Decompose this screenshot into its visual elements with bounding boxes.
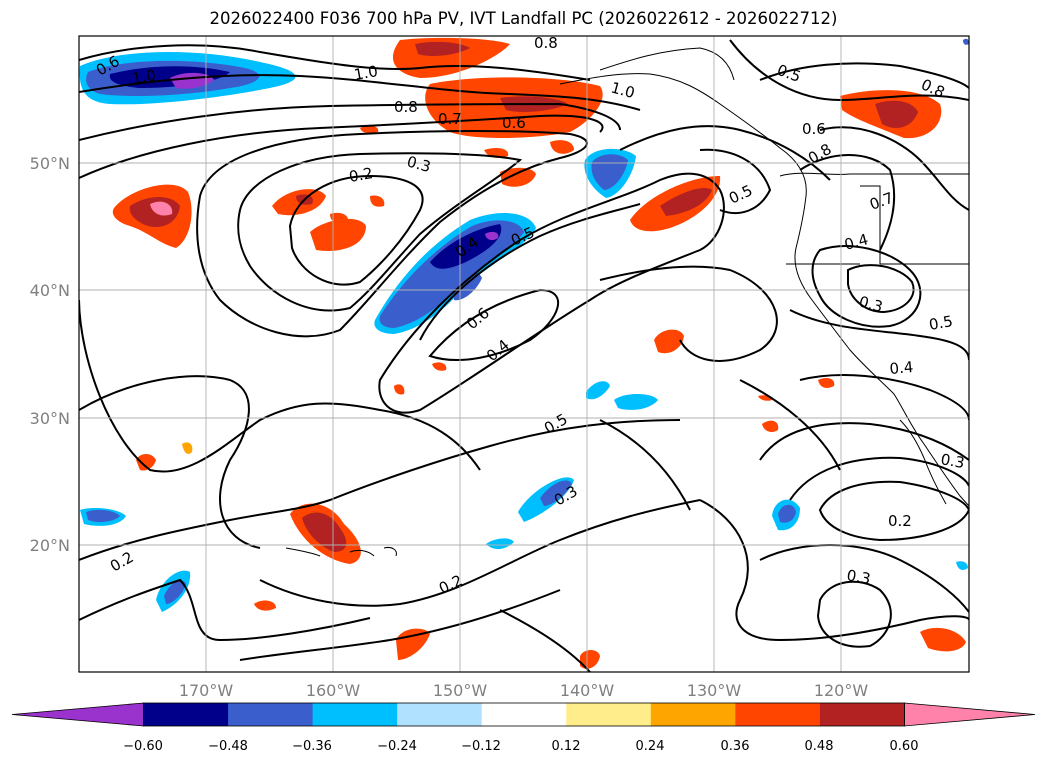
contour-label: 1.0 bbox=[609, 78, 637, 102]
contour-label: 0.6 bbox=[802, 120, 826, 138]
lon-tick-label: 150°W bbox=[433, 681, 488, 700]
colorbar-segment bbox=[566, 703, 652, 726]
colorbar-tick-label: −0.24 bbox=[377, 739, 417, 754]
colorbar-segment bbox=[650, 703, 736, 726]
lon-tick-label: 160°W bbox=[306, 681, 361, 700]
colorbar-tick-label: −0.36 bbox=[292, 739, 332, 754]
colorbar-tick-label: 0.60 bbox=[890, 739, 919, 754]
colorbar-tick-label: 0.12 bbox=[552, 739, 581, 754]
colorbar-segment bbox=[228, 703, 314, 726]
map-background bbox=[79, 36, 969, 672]
pv-contours bbox=[79, 39, 969, 672]
contour-label: 0.4 bbox=[842, 230, 870, 254]
colorbar-segment bbox=[735, 703, 821, 726]
colorbar-tick-label: −0.12 bbox=[461, 739, 501, 754]
contour-label: 1.0 bbox=[353, 62, 380, 84]
contour-label: 0.7 bbox=[438, 110, 462, 128]
contour-label: 0.8 bbox=[394, 98, 418, 116]
lat-tick-label: 20°N bbox=[30, 536, 70, 555]
gridlines bbox=[79, 36, 969, 672]
colorbar-segment bbox=[397, 703, 483, 726]
lat-tick-label: 30°N bbox=[30, 409, 70, 428]
colorbar-tick-label: −0.60 bbox=[123, 739, 163, 754]
colorbar-extend-max bbox=[904, 702, 1036, 727]
contour-label: 0.3 bbox=[405, 152, 433, 176]
lon-tick-label: 120°W bbox=[814, 681, 869, 700]
contour-label: 0.3 bbox=[939, 450, 966, 472]
lat-tick-label: 40°N bbox=[30, 281, 70, 300]
contour-label: 0.5 bbox=[928, 312, 955, 334]
contour-label: 0.4 bbox=[889, 358, 914, 378]
contour-label: 0.8 bbox=[534, 34, 558, 52]
colorbar-segment bbox=[143, 703, 229, 726]
colorbar bbox=[11, 702, 1036, 727]
lon-tick-label: 140°W bbox=[560, 681, 615, 700]
colorbar-extend-min bbox=[11, 702, 144, 727]
contour-label: 0.2 bbox=[348, 164, 375, 186]
lon-tick-label: 170°W bbox=[179, 681, 234, 700]
lat-tick-labels: 50°N 40°N 30°N 20°N bbox=[30, 154, 70, 555]
contour-label: 0.6 bbox=[502, 114, 526, 132]
contour-label: 0.2 bbox=[888, 512, 912, 530]
colorbar-tick-labels: −0.60 −0.48 −0.36 −0.24 −0.12 0.12 0.24 … bbox=[123, 739, 918, 754]
map-title: 2026022400 F036 700 hPa PV, IVT Landfall… bbox=[209, 9, 838, 28]
colorbar-segment bbox=[481, 703, 567, 726]
map-frame bbox=[78, 35, 970, 673]
lon-tick-labels: 170°W 160°W 150°W 140°W 130°W 120°W bbox=[179, 681, 869, 700]
contour-label: 1.0 bbox=[131, 66, 158, 88]
contour-label: 0.3 bbox=[857, 292, 885, 316]
lat-tick-label: 50°N bbox=[30, 154, 70, 173]
lon-tick-label: 130°W bbox=[687, 681, 742, 700]
colorbar-tick-label: 0.48 bbox=[805, 739, 834, 754]
colorbar-frame bbox=[143, 702, 905, 727]
colorbar-segment bbox=[819, 703, 905, 726]
colorbar-tick-label: −0.48 bbox=[208, 739, 248, 754]
coastlines bbox=[285, 47, 969, 557]
colorbar-tick-label: 0.24 bbox=[636, 739, 665, 754]
colorbar-segment bbox=[312, 703, 398, 726]
contour-label: 0.3 bbox=[845, 566, 872, 588]
colorbar-tick-label: 0.36 bbox=[721, 739, 750, 754]
